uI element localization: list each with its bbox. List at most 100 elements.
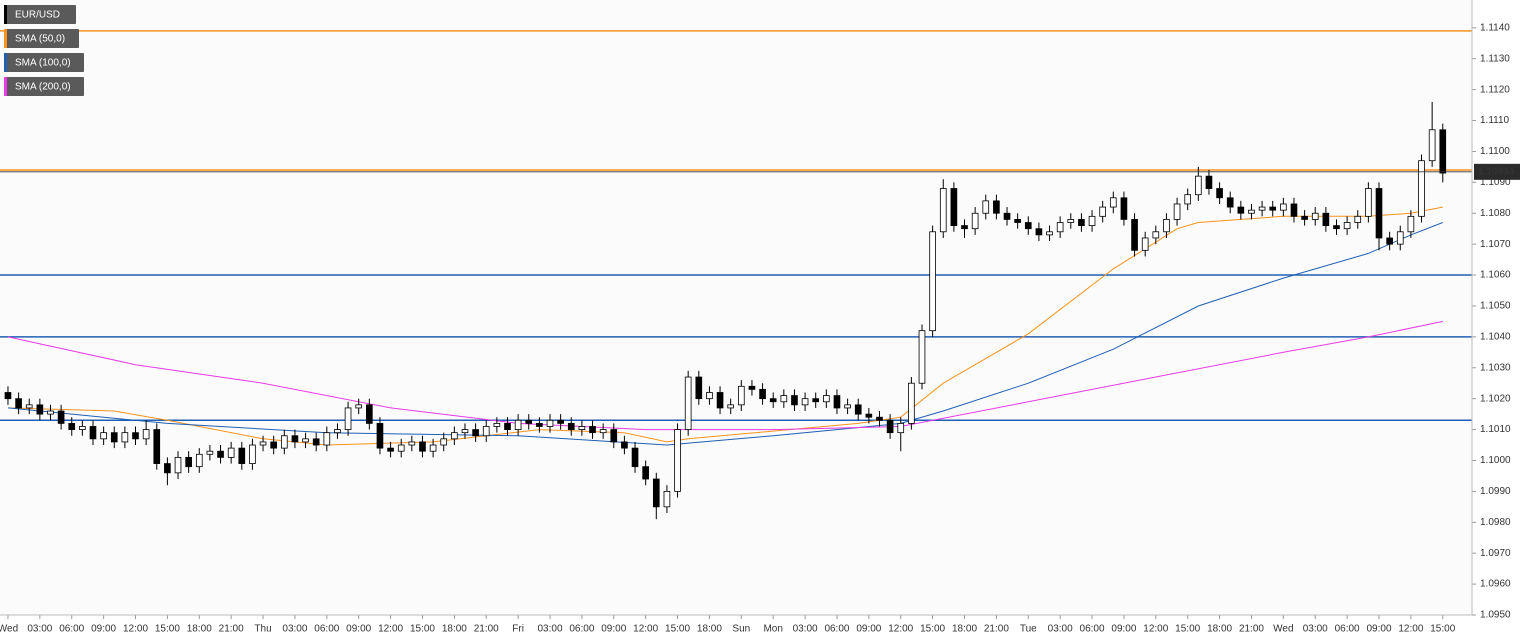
candle-body <box>493 422 501 427</box>
candle-body <box>164 463 171 474</box>
legend-label: SMA (50,0) <box>15 34 65 45</box>
candle-body <box>727 404 735 409</box>
candle-body <box>440 438 448 446</box>
candle-body <box>451 432 458 440</box>
x-tick-label: 09:00 <box>601 624 626 635</box>
candle-body <box>663 490 671 508</box>
candle-body <box>982 200 990 214</box>
x-tick-label: 18:00 <box>697 624 722 635</box>
candle-body <box>1216 188 1223 199</box>
candle-body <box>1354 215 1362 223</box>
y-tick-label: 1.1030 <box>1480 362 1511 373</box>
x-tick-label: 18:00 <box>442 624 467 635</box>
candle-body <box>844 404 851 409</box>
candle-body <box>631 447 639 468</box>
candle-body <box>25 404 33 409</box>
candle-body <box>397 444 405 452</box>
x-tick-label: 15:00 <box>1175 624 1200 635</box>
candle-body <box>939 188 947 233</box>
candle-body <box>195 453 203 468</box>
x-tick-label: 15:00 <box>155 624 180 635</box>
candle-body <box>291 435 299 443</box>
candle-body <box>153 429 161 464</box>
last-price-box <box>1474 163 1520 180</box>
candle-body <box>642 466 649 480</box>
candle-body <box>100 432 107 440</box>
candle-body <box>206 450 214 455</box>
candle-body <box>355 404 363 409</box>
candle-body <box>993 200 1000 214</box>
x-tick-label: 09:00 <box>91 624 116 635</box>
candle-body <box>823 395 830 403</box>
y-tick-label: 1.1010 <box>1480 424 1511 435</box>
x-tick-label: 15:00 <box>1430 624 1455 635</box>
candle-body <box>1226 197 1234 208</box>
candle-body <box>1396 231 1404 245</box>
candle-body <box>1099 206 1106 217</box>
candle-body <box>525 419 533 424</box>
candle-body <box>1024 222 1032 230</box>
y-tick-label: 1.1070 <box>1480 239 1511 250</box>
candle-body <box>259 441 267 446</box>
candle-body <box>876 416 883 421</box>
candle-body <box>897 422 905 434</box>
y-tick-label: 1.1090 <box>1480 177 1511 188</box>
x-tick-label: 18:00 <box>952 624 977 635</box>
x-tick-label: 03:00 <box>282 624 307 635</box>
candle-body <box>408 441 416 446</box>
candle-body <box>1056 222 1064 233</box>
y-tick-label: 1.0960 <box>1480 579 1511 590</box>
candle-body <box>1365 188 1372 217</box>
candle-body <box>546 419 554 427</box>
candle-body <box>833 395 841 409</box>
x-tick-label: 03:00 <box>537 624 562 635</box>
candle-body <box>929 231 936 332</box>
x-tick-label: 21:00 <box>1239 624 1264 635</box>
x-tick-label: 06:00 <box>314 624 339 635</box>
candle-body <box>312 438 320 446</box>
legend-box <box>4 77 84 96</box>
x-tick-label: 12:00 <box>123 624 148 635</box>
candle-body <box>1152 231 1160 239</box>
x-tick-label: Mon <box>763 624 782 635</box>
x-tick-label: 03:00 <box>793 624 818 635</box>
y-tick-label: 1.1080 <box>1480 208 1511 219</box>
candle-body <box>801 398 809 406</box>
y-tick-label: 1.1000 <box>1480 455 1511 466</box>
candle-body <box>599 429 607 434</box>
candle-body <box>280 435 288 449</box>
candle-body <box>769 398 777 403</box>
x-tick-label: Thu <box>254 624 271 635</box>
y-tick-label: 1.1060 <box>1480 270 1511 281</box>
x-tick-label: 12:00 <box>1398 624 1423 635</box>
candle-body <box>557 419 564 424</box>
candle-body <box>1195 175 1202 196</box>
candle-body <box>674 429 681 492</box>
candle-body <box>737 385 745 406</box>
candle-body <box>1428 129 1436 162</box>
candle-body <box>1248 209 1255 214</box>
legend-swatch <box>4 5 7 24</box>
x-tick-label: 09:00 <box>1111 624 1136 635</box>
candle-body <box>461 429 469 434</box>
candle-body <box>908 382 915 424</box>
x-tick-label: 12:00 <box>1143 624 1168 635</box>
y-tick-label: 1.1110 <box>1480 115 1510 126</box>
x-tick-label: 15:00 <box>665 624 690 635</box>
candle-body <box>1035 228 1043 236</box>
candle-body <box>15 398 22 409</box>
candle-body <box>1173 203 1181 220</box>
candle-body <box>684 376 692 430</box>
candle-body <box>36 404 44 415</box>
candle-body <box>621 441 628 449</box>
candle-body <box>1067 219 1075 223</box>
candle-body <box>482 426 490 437</box>
candle-body <box>1407 215 1415 233</box>
candle-body <box>1418 160 1425 217</box>
y-tick-label: 1.0950 <box>1480 610 1511 621</box>
candle-body <box>1003 212 1011 220</box>
candle-body <box>334 429 341 434</box>
candle-body <box>429 444 437 452</box>
candle-body <box>344 407 352 430</box>
